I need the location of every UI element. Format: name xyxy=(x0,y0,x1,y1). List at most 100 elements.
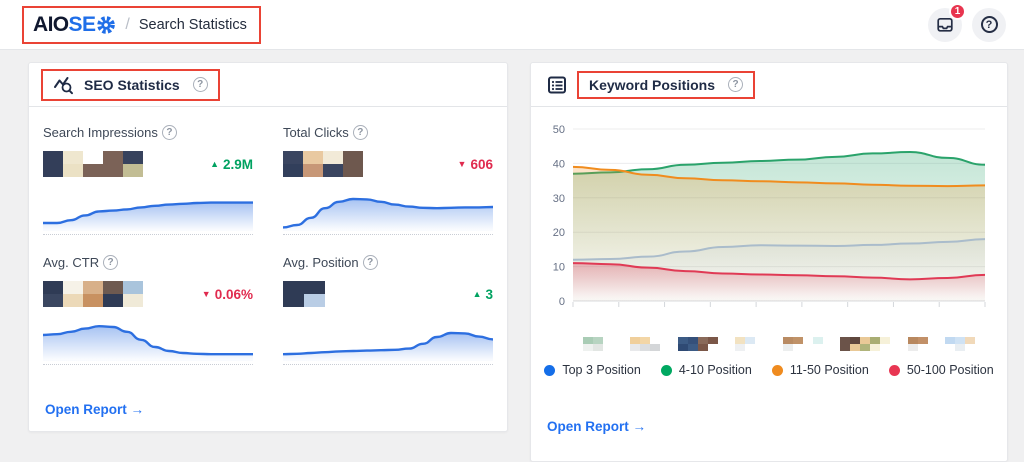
svg-text:40: 40 xyxy=(553,158,565,170)
redaction-pixel xyxy=(782,344,793,351)
annotation-box-keyword-positions: Keyword Positions ? xyxy=(577,70,756,99)
position-sparkline xyxy=(283,331,493,361)
svg-text:10: 10 xyxy=(553,262,565,274)
help-icon[interactable]: ? xyxy=(161,124,177,140)
redaction-pixel xyxy=(907,337,918,344)
redaction-pixel xyxy=(840,344,851,351)
redaction-pixel xyxy=(43,151,63,164)
help-icon[interactable]: ? xyxy=(728,77,744,92)
svg-text:50: 50 xyxy=(553,124,565,136)
legend-label: 11-50 Position xyxy=(789,363,869,377)
svg-text:20: 20 xyxy=(553,227,565,239)
legend-item[interactable]: 50-100 Position xyxy=(888,363,994,377)
keyword-open-report-link[interactable]: Open Report → xyxy=(547,419,647,434)
redaction-pixel xyxy=(860,337,871,344)
logo-text-aio: AIO xyxy=(33,12,69,36)
keyword-positions-chart: 0 10 20 30 40 50 xyxy=(531,107,1007,334)
redaction-pixel xyxy=(687,337,698,344)
redacted-x-label xyxy=(944,337,985,351)
redacted-value-mosaic xyxy=(43,281,143,307)
redaction-pixel xyxy=(43,281,63,294)
redaction-pixel xyxy=(793,344,803,351)
redaction-pixel xyxy=(630,344,641,351)
redaction-pixel xyxy=(860,344,871,351)
legend-label: Top 3 Position xyxy=(562,363,641,377)
redaction-pixel xyxy=(735,337,746,344)
redaction-pixel xyxy=(707,337,718,344)
aioseo-logo[interactable]: AIO SE xyxy=(33,13,116,37)
trend-value: 0.06% xyxy=(214,286,253,302)
redaction-pixel xyxy=(283,164,303,177)
redaction-pixel xyxy=(83,151,103,164)
redaction-pixel xyxy=(103,151,123,164)
redaction-pixel xyxy=(850,344,861,351)
redaction-pixel xyxy=(63,151,83,164)
help-icon[interactable]: ? xyxy=(352,124,368,140)
redaction-pixel xyxy=(43,294,63,307)
redaction-pixel xyxy=(907,344,918,351)
table-list-icon xyxy=(547,75,567,95)
redaction-pixel xyxy=(945,344,955,351)
keyword-positions-title: Keyword Positions xyxy=(589,76,716,93)
ctr-sparkline xyxy=(43,324,253,361)
redaction-pixel xyxy=(640,337,651,344)
trend-value: 606 xyxy=(470,156,493,172)
svg-text:30: 30 xyxy=(553,193,565,205)
redaction-pixel xyxy=(975,344,985,351)
redacted-value-mosaic xyxy=(283,281,325,307)
redaction-pixel xyxy=(323,151,343,164)
redaction-pixel xyxy=(303,164,323,177)
seo-open-report-link[interactable]: Open Report → xyxy=(45,402,145,417)
legend-item[interactable]: 4-10 Position xyxy=(660,363,752,377)
redaction-pixel xyxy=(870,337,881,344)
redaction-pixel xyxy=(304,294,325,307)
redaction-pixel xyxy=(650,344,661,351)
keyword-positions-header: Keyword Positions ? xyxy=(531,63,1007,107)
help-icon[interactable]: ? xyxy=(192,77,208,92)
notifications-button[interactable]: 1 xyxy=(928,2,966,42)
keyword-chart-svg[interactable]: 0 10 20 30 40 50 xyxy=(537,119,993,329)
redaction-pixel xyxy=(583,344,593,351)
gear-icon xyxy=(97,15,116,34)
redaction-pixel xyxy=(812,337,823,344)
redaction-pixel xyxy=(697,337,708,344)
redaction-pixel xyxy=(944,337,955,344)
redaction-pixel xyxy=(63,164,83,177)
inbox-icon xyxy=(937,17,953,32)
redacted-x-label xyxy=(907,337,928,351)
keyword-positions-card: Keyword Positions ? 0 10 20 30 40 50 Top 3 Po… xyxy=(530,62,1008,462)
help-button[interactable]: ? xyxy=(972,7,1006,42)
redaction-pixel xyxy=(803,344,813,351)
redaction-pixel xyxy=(304,281,325,294)
x-axis-redacted-labels xyxy=(531,334,1007,351)
redaction-pixel xyxy=(593,344,603,351)
legend-item[interactable]: Top 3 Position xyxy=(544,363,641,377)
seo-statistics-title: SEO Statistics xyxy=(84,76,180,93)
redaction-pixel xyxy=(123,281,143,294)
legend-item[interactable]: 11-50 Position xyxy=(771,363,869,377)
help-icon[interactable]: ? xyxy=(362,254,378,270)
annotation-box-breadcrumb: AIO SE / Search Statistics xyxy=(22,5,261,44)
redaction-pixel xyxy=(782,337,793,344)
help-icon[interactable]: ? xyxy=(103,254,119,270)
redaction-pixel xyxy=(640,344,651,351)
redaction-pixel xyxy=(954,344,965,351)
trend-value: 3 xyxy=(485,286,493,302)
legend-label: 4-10 Position xyxy=(678,363,752,377)
trend-indicator: ▼ 0.06% xyxy=(202,287,253,302)
redaction-pixel xyxy=(630,337,641,344)
redaction-pixel xyxy=(123,294,143,307)
redaction-pixel xyxy=(343,164,363,177)
redacted-x-label xyxy=(782,337,823,351)
topbar-actions: 1 ? xyxy=(928,2,1006,42)
redaction-pixel xyxy=(965,344,975,351)
chart-legend: Top 3 Position 4-10 Position 11-50 Positio… xyxy=(531,363,1007,377)
metric-label: Avg. CTR xyxy=(43,254,100,270)
seo-statistics-card: SEO Statistics ? Search Impressions ? ▲ … xyxy=(28,62,508,432)
redacted-x-label xyxy=(677,337,718,351)
redaction-pixel xyxy=(83,281,103,294)
redaction-pixel xyxy=(880,344,890,351)
redaction-pixel xyxy=(687,344,698,351)
trend-value: 2.9M xyxy=(222,156,253,172)
redaction-pixel xyxy=(103,294,123,307)
